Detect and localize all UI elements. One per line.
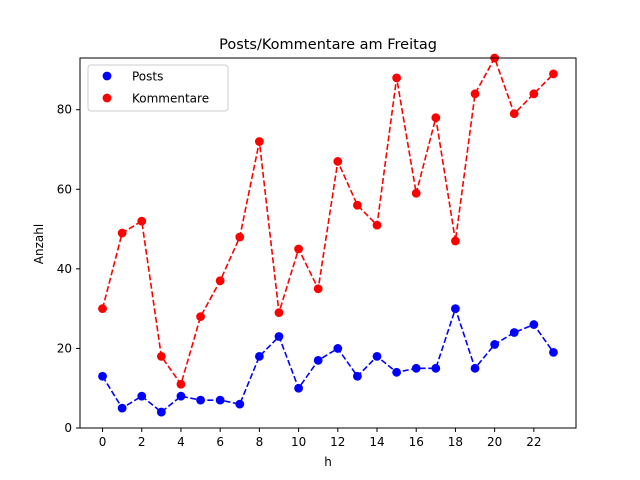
data-point [392,367,402,377]
data-point [137,391,147,401]
plot-frame [79,57,577,429]
data-point [274,308,284,318]
x-tick-label: 0 [99,435,107,449]
data-point [509,109,519,119]
y-axis: 0 20 40 60 80 [57,103,80,435]
data-point [117,403,127,413]
data-point [98,304,107,314]
data-point [196,395,205,405]
x-tick-label: 6 [216,435,224,449]
x-tick-label: 16 [409,435,424,449]
data-point [235,399,245,409]
x-tick-label: 8 [256,435,264,449]
data-point [254,351,264,361]
data-point [529,320,539,329]
data-point [235,232,245,242]
legend-entry: Posts [132,70,163,84]
y-tick-label: 60 [57,182,72,196]
data-point [411,188,421,198]
data-point [509,328,519,337]
data-point [451,236,460,246]
data-point [274,332,284,341]
legend-entry: Kommentare [132,92,209,106]
data-point [156,351,166,361]
x-axis: 0 2 4 6 8 10 12 14 16 18 20 22 [99,428,541,449]
data-point [176,391,186,401]
data-point [470,89,480,99]
data-point [372,220,382,230]
data-point [313,355,323,365]
data-point [196,312,205,322]
x-tick-label: 18 [448,435,463,449]
x-tick-label: 2 [138,435,146,449]
data-point [490,340,500,349]
x-axis-label: h [324,455,332,469]
y-axis-label: Anzahl [32,224,46,264]
data-point [294,244,303,254]
data-point [313,284,323,294]
data-point [333,344,343,353]
data-point [470,363,480,373]
legend-marker [102,93,112,103]
data-point [98,371,107,381]
legend: Posts Kommentare [87,64,229,112]
data-point [411,363,421,373]
data-point [254,137,264,146]
y-tick-label: 40 [57,262,72,276]
data-point [215,395,225,405]
data-point [549,348,558,357]
plot-area [79,53,577,429]
data-point [137,216,147,226]
x-tick-label: 12 [330,435,345,449]
data-point [156,407,166,417]
x-tick-label: 4 [177,435,185,449]
y-tick-label: 20 [57,341,72,355]
x-tick-label: 22 [526,435,541,449]
data-point [176,379,186,389]
legend-marker [102,71,112,81]
data-point [431,113,441,123]
chart-title: Posts/Kommentare am Freitag [219,37,437,53]
data-point [372,351,382,361]
data-point [451,304,460,314]
data-point [392,73,402,83]
data-point [117,228,127,238]
data-point [333,157,343,166]
data-point [353,371,362,381]
data-point [431,363,441,373]
data-point [549,69,558,79]
legend-box [87,64,229,112]
data-point [529,89,539,99]
x-tick-label: 10 [291,435,306,449]
x-tick-label: 20 [487,435,502,449]
data-point [294,383,303,393]
series-line-0 [101,306,555,414]
y-tick-label: 80 [57,103,72,117]
data-point [353,200,362,210]
x-tick-label: 14 [369,435,384,449]
y-tick-label: 0 [64,421,72,435]
data-point [215,276,225,286]
